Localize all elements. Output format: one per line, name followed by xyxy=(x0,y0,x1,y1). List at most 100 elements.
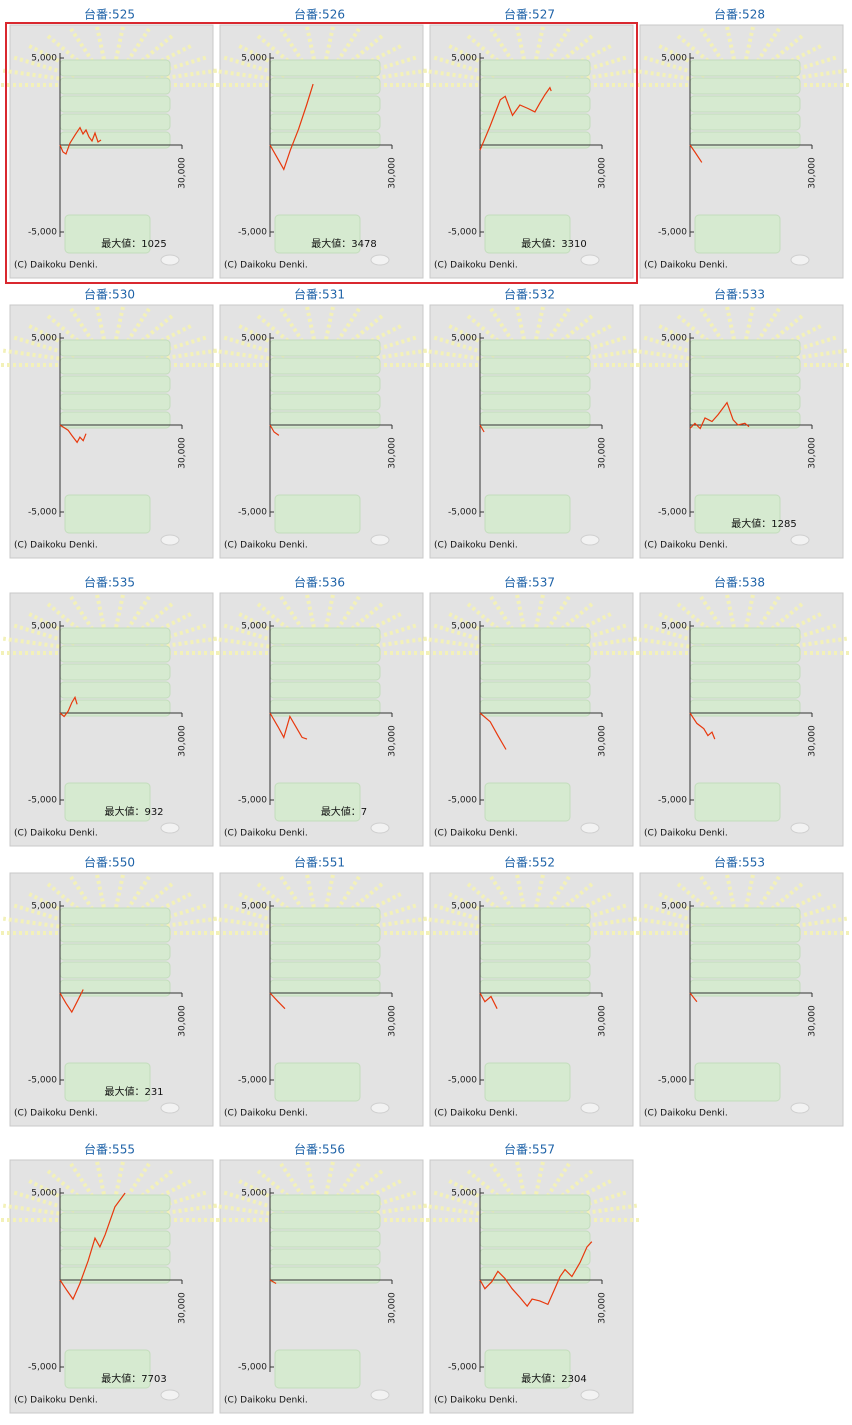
y-tick-label: 5,000 xyxy=(31,902,57,912)
y-tick-label: -5,000 xyxy=(658,228,687,238)
panel-ray xyxy=(532,25,546,66)
panel-coin xyxy=(160,254,180,266)
data-line xyxy=(59,1192,126,1301)
panel-ray xyxy=(304,1160,318,1201)
x-tick-label: 30,000 xyxy=(598,725,608,757)
panel-tray xyxy=(59,59,171,77)
chart-title: 台番:533 xyxy=(714,287,765,302)
panel-ray xyxy=(532,873,546,914)
panel-ray xyxy=(222,903,286,926)
y-tick-label: -5,000 xyxy=(28,796,57,806)
panel-tray xyxy=(484,1062,571,1102)
panel-ray xyxy=(642,903,706,926)
panel-tray xyxy=(59,1266,171,1284)
panel-ray xyxy=(322,593,336,634)
copyright: (C) Daikoku Denki. xyxy=(434,261,518,271)
x-tick-label: 30,000 xyxy=(178,1292,188,1324)
chart-title: 台番:525 xyxy=(84,7,135,22)
chart-panel: 台番:553 -5,000 5,000 30,000 (C) Daikoku Denki… xyxy=(630,855,850,1127)
y-tick-label: 5,000 xyxy=(241,334,267,344)
x-tick-label: 30,000 xyxy=(388,157,398,189)
panel-ray xyxy=(12,55,76,78)
panel-tray xyxy=(269,95,381,113)
data-line xyxy=(479,992,498,1009)
panel-ray xyxy=(304,873,318,914)
x-tick-label: 30,000 xyxy=(808,157,818,189)
max-value-label: 最大値：7 xyxy=(321,805,367,818)
max-value-label: 最大値：3478 xyxy=(311,237,376,250)
panel-tray xyxy=(689,393,801,411)
panel-ray xyxy=(559,611,614,642)
chart-title: 台番:527 xyxy=(504,7,555,22)
panel-coin xyxy=(790,1102,810,1114)
panel-tray xyxy=(689,663,801,681)
data-line xyxy=(269,424,280,436)
panel-tray xyxy=(269,627,381,645)
panel-tray xyxy=(479,339,591,357)
panel-tray xyxy=(479,393,591,411)
panel-tray xyxy=(274,214,361,254)
chart-title: 台番:552 xyxy=(504,855,555,870)
max-value-label: 最大値：231 xyxy=(104,1085,163,1098)
panel-tray xyxy=(484,214,571,254)
copyright: (C) Daikoku Denki. xyxy=(224,261,308,271)
y-tick-label: -5,000 xyxy=(448,508,477,518)
panel-ray xyxy=(354,623,418,646)
panel-ray xyxy=(236,323,291,354)
x-tick-label: 30,000 xyxy=(388,1292,398,1324)
panel-coin xyxy=(160,1102,180,1114)
y-tick-label: -5,000 xyxy=(448,1076,477,1086)
panel-tray xyxy=(269,663,381,681)
data-line xyxy=(269,1279,277,1285)
panel-coin xyxy=(790,822,810,834)
panel-ray xyxy=(112,25,126,66)
panel-tray xyxy=(689,411,801,429)
y-tick-label: -5,000 xyxy=(238,228,267,238)
panel-coin xyxy=(160,1389,180,1401)
panel-tray xyxy=(269,77,381,95)
y-tick-label: -5,000 xyxy=(658,1076,687,1086)
copyright: (C) Daikoku Denki. xyxy=(644,541,728,551)
panel-tray xyxy=(484,494,571,534)
panel-tray xyxy=(689,699,801,717)
data-line xyxy=(479,712,507,750)
panel-ray xyxy=(742,593,756,634)
panel-ray xyxy=(774,335,838,358)
chart-panel: 台番:536 -5,000 5,000 30,000 最大値：7 (C) Daikoku … xyxy=(210,575,430,847)
y-tick-label: -5,000 xyxy=(28,1076,57,1086)
panel-tray xyxy=(479,907,591,925)
max-value-label: 最大値：3310 xyxy=(521,237,586,250)
panel-tray xyxy=(269,131,381,149)
panel-ray xyxy=(322,25,336,66)
data-line xyxy=(479,86,552,151)
y-tick-label: -5,000 xyxy=(448,796,477,806)
panel-ray xyxy=(514,593,528,634)
data-line xyxy=(689,401,750,430)
copyright: (C) Daikoku Denki. xyxy=(14,1396,98,1406)
panel-tray xyxy=(479,1248,591,1266)
chart-panel: 台番:557 -5,000 5,000 30,000 最大値：2304 (C) Daiko… xyxy=(420,1142,640,1414)
panel-ray xyxy=(532,305,546,346)
panel-ray xyxy=(349,323,404,354)
panel-ray xyxy=(304,25,318,66)
panel-coin xyxy=(370,1102,390,1114)
panel-tray xyxy=(479,411,591,429)
panel-ray xyxy=(12,1190,76,1213)
panel-tray xyxy=(64,214,151,254)
y-tick-label: 5,000 xyxy=(661,334,687,344)
data-line xyxy=(59,424,87,444)
panel-tray xyxy=(484,782,571,822)
panel-ray xyxy=(222,1190,286,1213)
panel-coin xyxy=(160,534,180,546)
chart-panel: 台番:535 -5,000 5,000 30,000 最大値：932 (C) Daikok… xyxy=(0,575,220,847)
copyright: (C) Daikoku Denki. xyxy=(14,1109,98,1119)
panel-ray xyxy=(769,891,824,922)
panel-ray xyxy=(642,623,706,646)
panel-ray xyxy=(354,1190,418,1213)
panel-ray xyxy=(236,891,291,922)
panel-ray xyxy=(112,305,126,346)
panel-coin xyxy=(580,1102,600,1114)
panel-ray xyxy=(564,623,628,646)
data-line xyxy=(689,992,698,1003)
panel-tray xyxy=(59,339,171,357)
